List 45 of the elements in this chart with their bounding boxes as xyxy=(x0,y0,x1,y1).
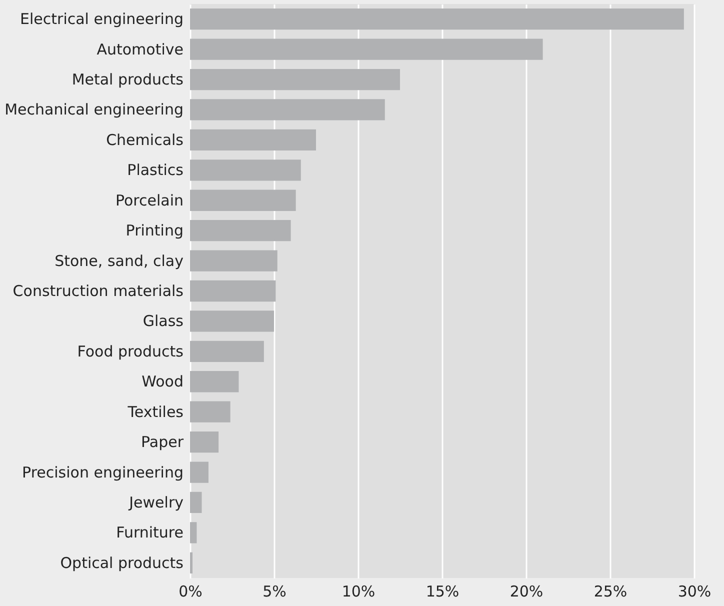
bar xyxy=(190,340,264,362)
bar xyxy=(190,552,193,574)
y-tick-label: Glass xyxy=(142,312,184,330)
y-tick-label: Construction materials xyxy=(12,282,184,300)
bar xyxy=(190,190,296,211)
bar xyxy=(190,38,543,60)
y-tick-label: Furniture xyxy=(116,524,184,542)
x-tick-label: 10% xyxy=(342,582,376,600)
y-tick-label: Chemicals xyxy=(106,130,184,149)
x-tick-label: 25% xyxy=(594,582,628,600)
y-tick-label: Wood xyxy=(142,372,184,391)
x-tick-label: 20% xyxy=(510,582,544,600)
y-tick-label: Metal products xyxy=(72,70,184,89)
bar xyxy=(190,220,291,242)
y-tick-label: Printing xyxy=(126,222,184,240)
y-tick-label: Mechanical engineering xyxy=(4,100,184,119)
y-tick-label: Food products xyxy=(77,342,184,360)
y-tick-label: Precision engineering xyxy=(22,463,184,482)
bar xyxy=(190,401,230,422)
bar xyxy=(190,8,684,30)
bar xyxy=(190,250,278,272)
y-tick-label: Automotive xyxy=(96,40,184,58)
bar xyxy=(190,68,400,90)
y-tick-label: Paper xyxy=(141,433,184,452)
y-tick-label: Stone, sand, clay xyxy=(54,252,184,270)
y-tick-label: Electrical engineering xyxy=(20,10,184,28)
bar xyxy=(190,129,316,151)
x-tick-label: 30% xyxy=(678,582,712,600)
bar xyxy=(190,371,239,392)
bar xyxy=(190,310,274,332)
y-tick-label: Jewelry xyxy=(128,493,184,512)
y-tick-label: Textiles xyxy=(126,402,184,421)
bar xyxy=(190,431,219,453)
x-tick-label: 5% xyxy=(262,582,286,600)
x-tick-label: 0% xyxy=(178,582,202,600)
bar xyxy=(190,462,208,483)
bar xyxy=(190,99,385,120)
bar xyxy=(190,280,276,302)
y-tick-label: Porcelain xyxy=(115,191,184,210)
bar xyxy=(190,160,301,181)
y-tick-label: Plastics xyxy=(127,161,184,180)
bar xyxy=(190,522,197,544)
bar xyxy=(190,492,202,514)
y-tick-label: Optical products xyxy=(60,554,184,572)
x-tick-label: 15% xyxy=(426,582,460,600)
